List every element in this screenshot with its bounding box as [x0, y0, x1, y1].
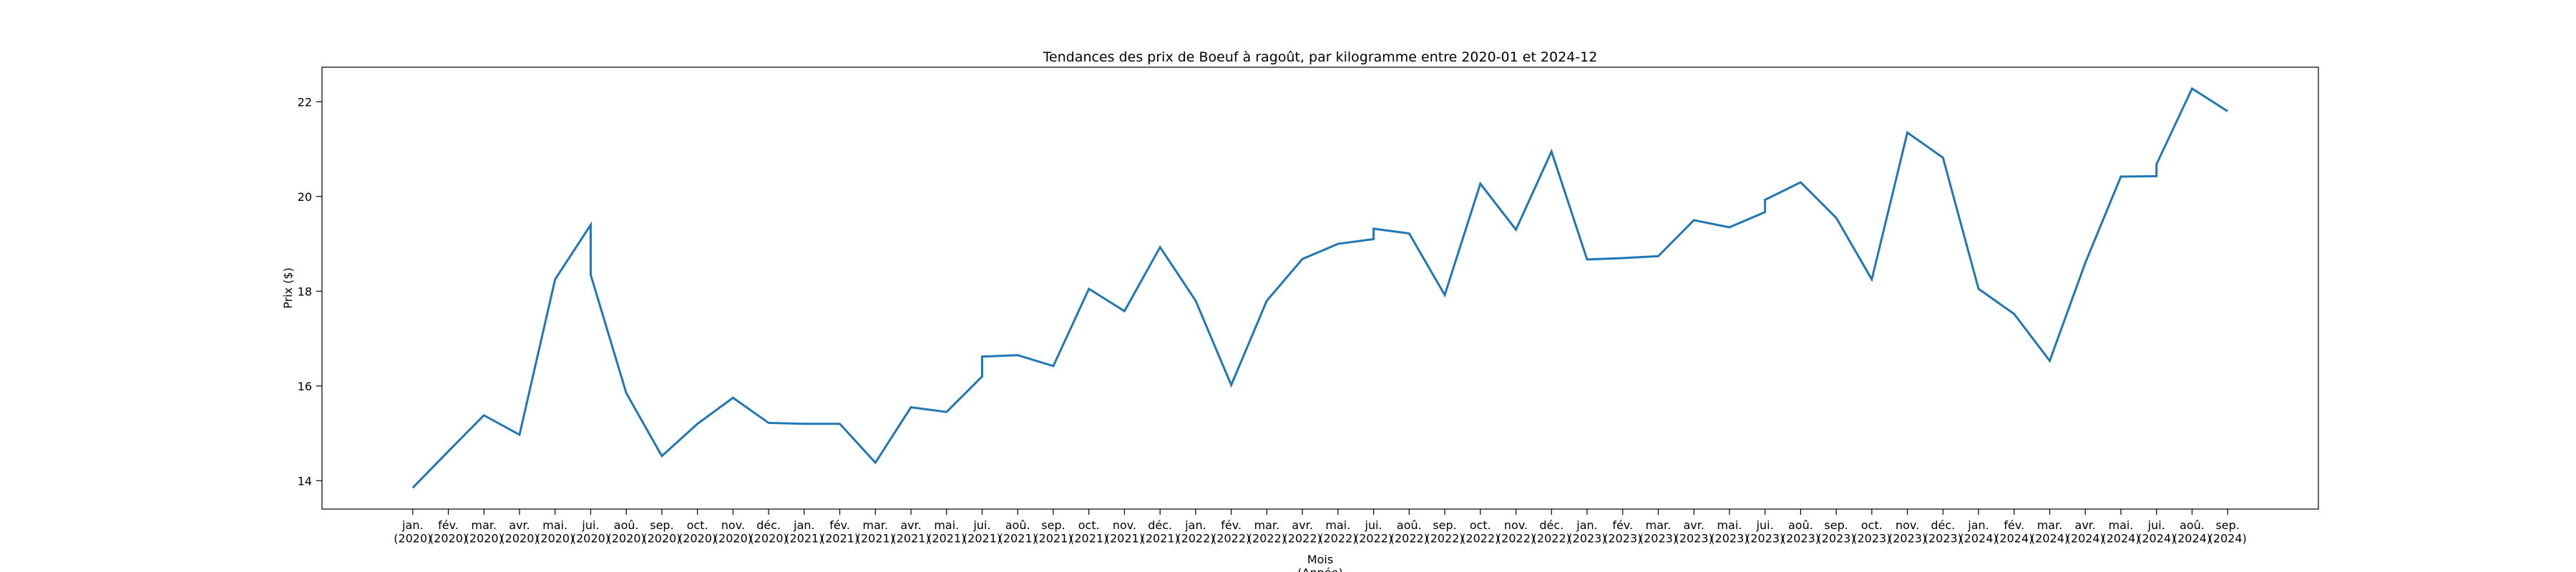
x-tick-label: jui. (2022)	[1355, 518, 1392, 545]
x-tick-label: mar. (2024)	[2031, 518, 2069, 545]
x-tick-label: avr. (2024)	[2067, 518, 2104, 545]
x-tick-label: déc. (2020)	[750, 518, 788, 545]
x-tick-label: jan. (2022)	[1176, 518, 1214, 545]
x-tick-label: jan. (2020)	[394, 518, 431, 545]
x-tick-label: nov. (2020)	[714, 518, 752, 545]
x-tick-label: sep. (2021)	[1034, 518, 1072, 545]
y-tick-label: 18	[298, 285, 312, 298]
x-tick-label: jui. (2023)	[1746, 518, 1784, 545]
x-tick-label: jan. (2023)	[1568, 518, 1606, 545]
x-tick-label: avr. (2022)	[1284, 518, 1322, 545]
x-tick-label: mai. (2020)	[536, 518, 574, 545]
x-tick-label: jan. (2024)	[1959, 518, 1997, 545]
x-tick-label: mai. (2023)	[1710, 518, 1748, 545]
x-tick-label: nov. (2021)	[1106, 518, 1143, 545]
x-tick-label: fév. (2020)	[429, 518, 467, 545]
x-tick-label: mai. (2021)	[927, 518, 965, 545]
x-tick-label: jui. (2024)	[2137, 518, 2175, 545]
x-tick-label: nov. (2022)	[1497, 518, 1535, 545]
y-tick-label: 14	[298, 474, 312, 488]
x-tick-label: oct. (2022)	[1461, 518, 1499, 545]
x-tick-label: déc. (2022)	[1533, 518, 1571, 545]
x-tick-label: jan. (2021)	[785, 518, 823, 545]
x-tick-label: oct. (2023)	[1853, 518, 1890, 545]
x-axis-label: Mois(Année)	[1297, 553, 1342, 572]
x-tick-label: aoû. (2021)	[999, 518, 1037, 545]
x-tick-label: sep. (2020)	[643, 518, 680, 545]
x-tick-label: mai. (2022)	[1319, 518, 1357, 545]
x-tick-label: déc. (2021)	[1141, 518, 1179, 545]
x-tick-label: oct. (2021)	[1070, 518, 1108, 545]
x-tick-label: aoû. (2023)	[1782, 518, 1820, 545]
x-tick-label: fév. (2024)	[1995, 518, 2033, 545]
x-tick-label: sep. (2024)	[2209, 518, 2247, 545]
x-tick-label: aoû. (2020)	[608, 518, 645, 545]
chart-title: Tendances des prix de Boeuf à ragoût, pa…	[1043, 49, 1598, 65]
series-line	[411, 87, 2228, 489]
y-axis-label: Prix ($)	[281, 267, 295, 309]
y-tick-label: 16	[298, 380, 312, 393]
x-tick-label: mar. (2020)	[465, 518, 503, 545]
x-tick-label: avr. (2021)	[892, 518, 930, 545]
x-tick-label: mar. (2022)	[1248, 518, 1286, 545]
x-tick-label: nov. (2023)	[1888, 518, 1926, 545]
x-tick-label: fév. (2023)	[1604, 518, 1641, 545]
x-tick-label: fév. (2021)	[821, 518, 859, 545]
x-tick-label: sep. (2023)	[1818, 518, 1855, 545]
x-tick-label: mar. (2023)	[1639, 518, 1677, 545]
x-tick-label: aoû. (2022)	[1390, 518, 1428, 545]
x-tick-label: fév. (2022)	[1212, 518, 1250, 545]
x-tick-label: oct. (2020)	[678, 518, 716, 545]
x-tick-label: jui. (2021)	[963, 518, 1001, 545]
y-tick-label: 22	[298, 95, 312, 109]
plot-frame	[321, 66, 2319, 510]
x-tick-label: déc. (2023)	[1924, 518, 1962, 545]
x-tick-label: sep. (2022)	[1425, 518, 1463, 545]
y-tick-label: 20	[298, 190, 312, 204]
x-tick-label: avr. (2020)	[500, 518, 538, 545]
x-tick-label: mai. (2024)	[2102, 518, 2140, 545]
x-tick-label: mar. (2021)	[857, 518, 894, 545]
x-tick-label: jui. (2020)	[572, 518, 610, 545]
x-tick-label: avr. (2023)	[1675, 518, 1713, 545]
x-tick-label: aoû. (2024)	[2173, 518, 2211, 545]
